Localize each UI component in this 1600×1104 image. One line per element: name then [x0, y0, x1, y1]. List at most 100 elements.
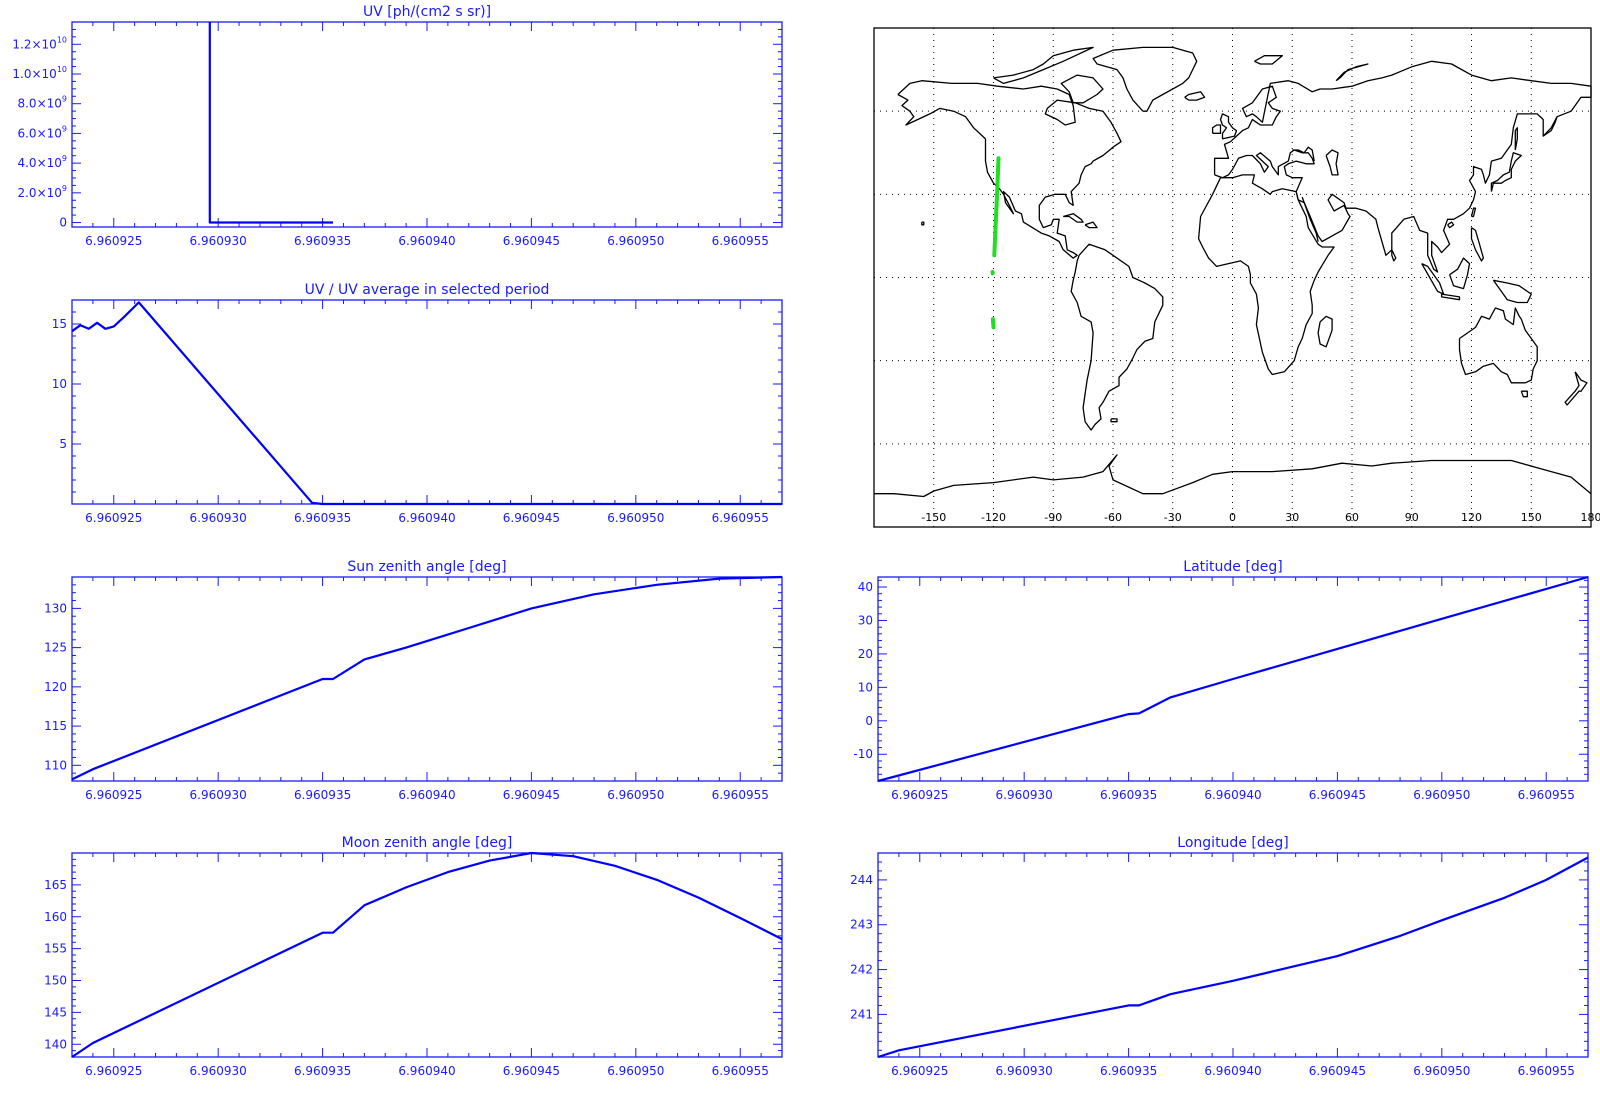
y-tick-exponent: 10 — [57, 65, 67, 74]
x-tick-label: 6.960950 — [1413, 1064, 1470, 1078]
y-tick-label: 15 — [52, 317, 67, 331]
map-lon-label: 180 — [1581, 511, 1600, 524]
x-tick-label: 6.960950 — [1413, 788, 1470, 802]
series-line-uv — [210, 22, 333, 223]
map-lon-label: 150 — [1521, 511, 1542, 524]
chart-uv: UV [ph/(cm2 s sr)] 6.960925 6.960930 6.9609… — [12, 4, 782, 248]
chart-title: UV [ph/(cm2 s sr)] — [363, 4, 491, 20]
y-tick-label: -10 — [853, 747, 873, 761]
y-tick-label: 5 — [59, 437, 67, 451]
y-tick-label: 10 — [52, 377, 67, 391]
chart-uv_ratio: UV / UV average in selected period 6.9609… — [52, 282, 782, 525]
x-tick-label: 6.960950 — [607, 511, 664, 525]
x-tick-label: 6.960945 — [1309, 1064, 1366, 1078]
map-lon-label: 60 — [1345, 511, 1359, 524]
y-tick-label: 0 — [59, 216, 67, 230]
y-tick-label: 145 — [44, 1005, 67, 1019]
x-tick-label: 6.960935 — [294, 1064, 351, 1078]
y-tick-label: 0 — [865, 714, 873, 728]
map-lon-label: -30 — [1164, 511, 1182, 524]
x-tick-label: 6.960925 — [85, 511, 142, 525]
y-tick-label: 8.0×109 — [17, 95, 67, 111]
series-line-sun_zenith — [72, 577, 782, 779]
y-tick-label: 244 — [850, 873, 873, 887]
x-tick-label: 6.960940 — [398, 788, 455, 802]
y-tick-label: 1.0×1010 — [12, 65, 67, 81]
x-tick-label: 6.960925 — [85, 234, 142, 248]
map-lon-label: 90 — [1405, 511, 1419, 524]
x-tick-label: 6.960945 — [1309, 788, 1366, 802]
y-tick-label: 120 — [44, 680, 67, 694]
map-frame — [874, 28, 1591, 527]
y-tick-label: 150 — [44, 974, 67, 988]
y-tick-label: 243 — [850, 918, 873, 932]
x-tick-label: 6.960955 — [712, 234, 769, 248]
x-tick-label: 6.960925 — [85, 788, 142, 802]
x-tick-label: 6.960925 — [891, 1064, 948, 1078]
series-line-moon_zenith — [72, 853, 782, 1057]
x-tick-label: 6.960945 — [503, 511, 560, 525]
y-tick-base: 8.0×10 — [17, 97, 61, 111]
series-line-latitude — [878, 577, 1588, 781]
x-tick-label: 6.960945 — [503, 234, 560, 248]
chart-title: UV / UV average in selected period — [305, 282, 550, 298]
y-tick-label: 160 — [44, 910, 67, 924]
y-tick-exponent: 9 — [62, 95, 67, 104]
map-lon-label: 0 — [1229, 511, 1236, 524]
x-tick-label: 6.960945 — [503, 788, 560, 802]
chart-title: Moon zenith angle [deg] — [342, 835, 513, 851]
x-tick-label: 6.960925 — [85, 1064, 142, 1078]
map-lon-label: -90 — [1044, 511, 1062, 524]
y-tick-label: 20 — [858, 647, 873, 661]
y-tick-label: 241 — [850, 1007, 873, 1021]
chart-moon_zenith: Moon zenith angle [deg] 6.960925 6.960930 6… — [44, 835, 782, 1078]
y-tick-base: 0 — [59, 216, 67, 230]
y-tick-label: 30 — [858, 613, 873, 627]
plot-frame — [72, 22, 782, 227]
x-tick-label: 6.960935 — [1100, 788, 1157, 802]
y-tick-label: 2.0×109 — [17, 184, 67, 200]
x-tick-label: 6.960935 — [294, 511, 351, 525]
x-tick-label: 6.960955 — [712, 1064, 769, 1078]
y-tick-exponent: 9 — [62, 154, 67, 163]
y-tick-label: 1.2×1010 — [12, 35, 67, 51]
x-tick-label: 6.960955 — [1518, 1064, 1575, 1078]
plot-frame — [72, 853, 782, 1057]
plot-frame — [72, 300, 782, 504]
chart-title: Latitude [deg] — [1183, 559, 1282, 575]
orbit-track-south — [993, 319, 994, 327]
x-tick-label: 6.960955 — [712, 788, 769, 802]
x-tick-label: 6.960950 — [607, 1064, 664, 1078]
x-tick-label: 6.960940 — [398, 234, 455, 248]
x-tick-label: 6.960930 — [996, 1064, 1053, 1078]
y-tick-label: 165 — [44, 878, 67, 892]
x-tick-label: 6.960930 — [190, 234, 247, 248]
y-tick-label: 115 — [44, 719, 67, 733]
map-lon-label: -60 — [1104, 511, 1122, 524]
y-tick-label: 6.0×109 — [17, 124, 67, 140]
map-lon-label: 120 — [1461, 511, 1482, 524]
y-tick-base: 1.2×10 — [12, 37, 56, 51]
y-tick-label: 40 — [858, 580, 873, 594]
x-tick-label: 6.960955 — [1518, 788, 1575, 802]
x-tick-label: 6.960940 — [398, 1064, 455, 1078]
y-tick-exponent: 9 — [62, 124, 67, 133]
y-tick-exponent: 9 — [62, 184, 67, 193]
x-tick-label: 6.960935 — [1100, 1064, 1157, 1078]
x-tick-label: 6.960935 — [294, 234, 351, 248]
y-tick-label: 125 — [44, 641, 67, 655]
plot-frame — [72, 577, 782, 781]
y-tick-label: 110 — [44, 758, 67, 772]
x-tick-label: 6.960930 — [190, 1064, 247, 1078]
y-tick-label: 10 — [858, 680, 873, 694]
x-tick-label: 6.960940 — [398, 511, 455, 525]
x-tick-label: 6.960950 — [607, 788, 664, 802]
x-tick-label: 6.960930 — [190, 788, 247, 802]
series-line-longitude — [878, 858, 1588, 1058]
plot-frame — [878, 853, 1588, 1057]
